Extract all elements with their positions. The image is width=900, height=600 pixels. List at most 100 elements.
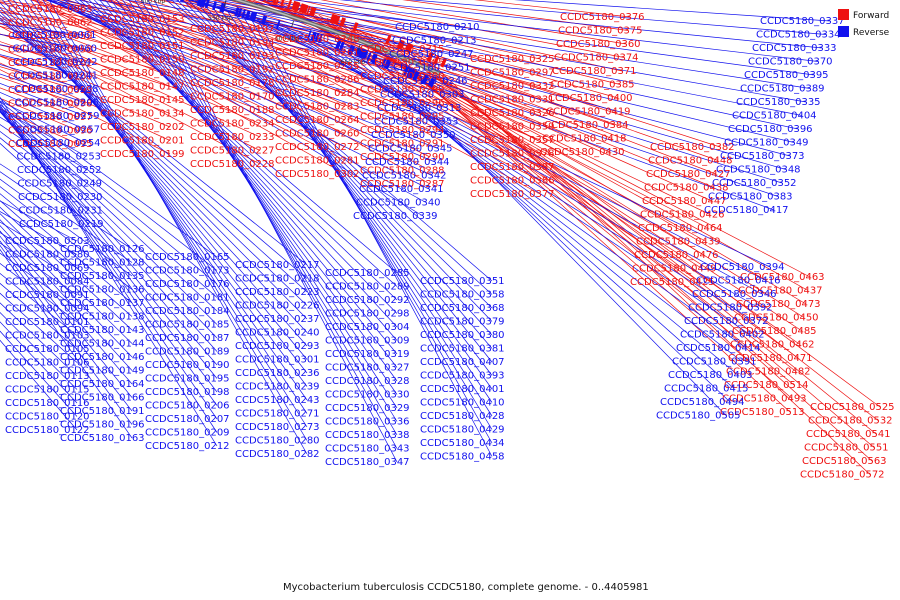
reverse-gene-label: CCDC5180_0379 xyxy=(420,317,505,328)
forward-leader-line xyxy=(375,35,791,413)
reverse-gene-block xyxy=(409,69,416,79)
legend-forward-swatch xyxy=(838,9,849,20)
reverse-gene-label: CCDC5180_0187 xyxy=(145,333,230,344)
reverse-gene-block xyxy=(354,47,361,58)
reverse-gene-label: CCDC5180_0135 xyxy=(60,271,145,282)
reverse-gene-block xyxy=(406,68,414,79)
reverse-gene-label: CCDC5180_0207 xyxy=(145,414,230,425)
reverse-gene-label: CCDC5180_0342 xyxy=(362,171,447,182)
reverse-gene-label: CCDC5180_0337 xyxy=(760,16,845,27)
reverse-gene-label: CCDC5180_0396 xyxy=(728,124,813,135)
forward-gene-label: CCDC5180_0199 xyxy=(100,149,185,160)
reverse-gene-label: CCDC5180_0407 xyxy=(420,357,505,368)
reverse-gene-label: CCDC5180_0428 xyxy=(420,411,505,422)
forward-gene-label: CCDC5180_0188 xyxy=(190,105,275,116)
reverse-leader-line xyxy=(408,0,827,35)
forward-gene-label: CCDC5180_0513 xyxy=(720,407,805,418)
reverse-leader-line xyxy=(0,91,86,130)
reverse-gene-label: CCDC5180_0254 xyxy=(16,138,101,149)
forward-gene-label: CCDC5180_0299 xyxy=(360,85,445,96)
forward-gene-label: CCDC5180_0448 xyxy=(648,156,733,167)
reverse-gene-label: CCDC5180_0252 xyxy=(17,165,102,176)
reverse-gene-label: CCDC5180_0094 xyxy=(5,304,90,315)
scale-tick-label: 500 kbp xyxy=(141,0,166,5)
reverse-gene-label: CCDC5180_0195 xyxy=(145,374,230,385)
reverse-leader-line xyxy=(0,124,88,184)
reverse-gene-label: CCDC5180_0271 xyxy=(235,409,320,420)
forward-gene-label: CCDC5180_0148 xyxy=(100,68,185,79)
reverse-gene-block xyxy=(204,0,210,9)
reverse-leader-line xyxy=(171,0,493,295)
reverse-gene-label: CCDC5180_0249 xyxy=(18,179,103,190)
reverse-gene-label: CCDC5180_0206 xyxy=(145,401,230,412)
forward-gene-label: CCDC5180_0272 xyxy=(275,142,360,153)
reverse-leader-line xyxy=(0,17,308,279)
reverse-leader-line xyxy=(189,0,783,184)
reverse-leader-line xyxy=(0,100,87,144)
reverse-gene-label: CCDC5180_0217 xyxy=(235,260,320,271)
forward-gene-block xyxy=(301,4,309,14)
reverse-leader-line xyxy=(0,171,133,263)
reverse-leader-line xyxy=(203,2,493,363)
forward-gene-label: CCDC5180_0283 xyxy=(275,102,360,113)
reverse-leader-line xyxy=(57,0,427,203)
reverse-gene-label: CCDC5180_0338 xyxy=(325,430,410,441)
forward-leader-line xyxy=(415,52,873,462)
reverse-leader-line xyxy=(0,163,133,250)
forward-gene-label: CCDC5180_0192 xyxy=(190,65,275,76)
reverse-gene-label: CCDC5180_0347 xyxy=(325,457,410,468)
forward-gene-label: CCDC5180_0147 xyxy=(100,82,185,93)
reverse-gene-label: CCDC5180_0340 xyxy=(356,198,441,209)
reverse-gene-block xyxy=(357,48,365,59)
reverse-gene-label: CCDC5180_0189 xyxy=(145,347,230,358)
reverse-leader-line xyxy=(0,200,133,317)
forward-gene-label: CCDC5180_0425 xyxy=(630,277,715,288)
reverse-gene-label: CCDC5180_0213 xyxy=(392,36,477,47)
forward-leader-line xyxy=(0,87,79,118)
forward-leader-line xyxy=(110,0,431,158)
forward-gene-label: CCDC5180_0284 xyxy=(275,88,360,99)
forward-gene-label: CCDC5180_0095 xyxy=(8,139,93,150)
reverse-gene-label: CCDC5180_0241 xyxy=(14,71,99,82)
reverse-leader-line xyxy=(0,82,86,117)
reverse-gene-block xyxy=(420,74,429,85)
reverse-leader-line xyxy=(18,0,308,387)
reverse-gene-label: CCDC5180_0257 xyxy=(16,125,101,136)
reverse-gene-label: CCDC5180_0242 xyxy=(13,57,98,68)
reverse-gene-label: CCDC5180_0273 xyxy=(235,422,320,433)
reverse-gene-label: CCDC5180_0091 xyxy=(5,290,90,301)
reverse-leader-line xyxy=(0,7,308,320)
reverse-gene-label: CCDC5180_0143 xyxy=(60,325,145,336)
reverse-leader-line xyxy=(0,302,78,377)
reverse-gene-label: CCDC5180_0417 xyxy=(704,205,789,216)
forward-leader-line xyxy=(0,69,171,155)
forward-gene-label: CCDC5180_0450 xyxy=(734,313,819,324)
reverse-leader-line xyxy=(257,0,815,76)
forward-gene-label: CCDC5180_0463 xyxy=(740,272,825,283)
reverse-leader-line xyxy=(13,0,308,374)
reverse-gene-label: CCDC5180_0226 xyxy=(235,301,320,312)
forward-gene-label: CCDC5180_0359 xyxy=(470,122,555,133)
reverse-leader-line xyxy=(49,0,445,122)
forward-gene-label: CCDC5180_0464 xyxy=(638,223,723,234)
forward-gene-label: CCDC5180_0153 xyxy=(100,14,185,25)
reverse-leader-line xyxy=(379,61,727,416)
reverse-gene-label: CCDC5180_0165 xyxy=(145,252,230,263)
forward-gene-label: CCDC5180_0471 xyxy=(728,353,813,364)
reverse-gene-label: CCDC5180_0246 xyxy=(383,76,468,87)
forward-gene-label: CCDC5180_0098 xyxy=(8,99,93,110)
reverse-gene-label: CCDC5180_0370 xyxy=(748,57,833,68)
reverse-leader-line xyxy=(353,50,735,389)
forward-gene-block xyxy=(308,6,317,17)
reverse-leader-line xyxy=(216,6,775,211)
reverse-leader-line xyxy=(203,0,803,116)
forward-gene-label: CCDC5180_0377 xyxy=(470,189,555,200)
reverse-gene-block xyxy=(347,44,354,55)
reverse-leader-line xyxy=(0,11,308,306)
reverse-gene-label: CCDC5180_0330 xyxy=(325,390,410,401)
forward-gene-block xyxy=(272,0,277,5)
reverse-leader-line xyxy=(0,240,133,412)
forward-gene-label: CCDC5180_0476 xyxy=(634,250,719,261)
reverse-gene-block xyxy=(261,15,268,25)
reverse-leader-line xyxy=(0,96,218,447)
